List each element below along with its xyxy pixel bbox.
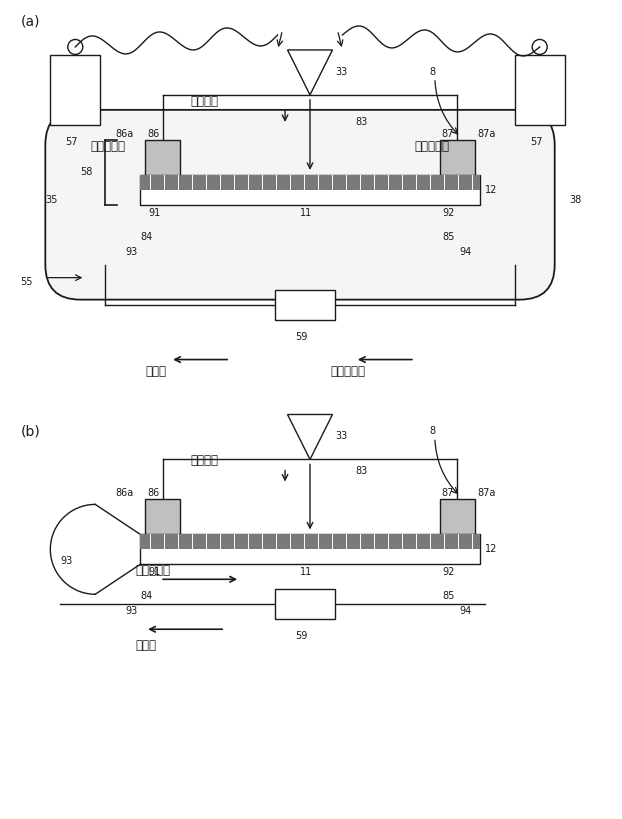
Text: 92: 92	[443, 208, 455, 218]
Polygon shape	[287, 414, 333, 459]
Text: 光変調出力: 光変調出力	[135, 564, 170, 577]
Bar	[140, 174, 480, 205]
Text: 93: 93	[125, 606, 137, 616]
Text: 55: 55	[21, 277, 33, 287]
Bar	[140, 534, 480, 550]
Bar	[275, 290, 335, 319]
FancyBboxPatch shape	[45, 110, 555, 300]
Text: 94: 94	[460, 606, 472, 616]
Text: 光変調出力: 光変調出力	[330, 364, 365, 378]
Circle shape	[68, 39, 83, 54]
Text: 11: 11	[300, 568, 312, 577]
Text: マイクロ波: マイクロ波	[90, 140, 125, 153]
Text: 変調信号: 変調信号	[190, 95, 218, 108]
Text: 92: 92	[443, 568, 455, 577]
Text: 38: 38	[570, 195, 582, 205]
Bar	[140, 174, 480, 190]
Text: 84: 84	[140, 591, 152, 601]
Text: 8: 8	[430, 427, 436, 437]
Text: 91: 91	[148, 208, 160, 218]
Text: 35: 35	[45, 195, 58, 205]
Text: 光入力: 光入力	[145, 364, 166, 378]
Bar	[140, 534, 480, 564]
Text: 変調信号: 変調信号	[190, 455, 218, 468]
Text: 84: 84	[140, 232, 152, 242]
Text: マイクロ波: マイクロ波	[415, 140, 450, 153]
Text: 93: 93	[125, 247, 137, 256]
Text: 57: 57	[530, 137, 542, 147]
Bar	[275, 590, 335, 619]
Text: 12: 12	[485, 545, 497, 554]
Text: 59: 59	[295, 332, 307, 342]
Text: 59: 59	[295, 631, 307, 641]
Text: (a): (a)	[21, 15, 40, 29]
Text: 87: 87	[442, 488, 454, 499]
Text: 86: 86	[147, 488, 159, 499]
Text: 86a: 86a	[115, 129, 134, 139]
Text: 光入力: 光入力	[135, 639, 156, 652]
Bar	[515, 55, 565, 124]
Text: 12: 12	[485, 185, 497, 195]
Text: 94: 94	[460, 247, 472, 256]
Bar	[440, 500, 475, 534]
Text: 87a: 87a	[478, 488, 496, 499]
Bar	[50, 55, 100, 124]
Text: 91: 91	[148, 568, 160, 577]
Text: 33: 33	[335, 67, 347, 77]
Text: 11: 11	[300, 208, 312, 218]
Bar	[440, 140, 475, 174]
Text: 86: 86	[147, 129, 159, 139]
Text: 85: 85	[443, 591, 455, 601]
Polygon shape	[287, 50, 333, 95]
Text: 85: 85	[443, 232, 455, 242]
Text: 33: 33	[335, 432, 347, 441]
Bar	[145, 140, 180, 174]
Text: 87: 87	[442, 129, 454, 139]
Bar	[145, 500, 180, 534]
Text: 93: 93	[60, 556, 73, 566]
Text: 83: 83	[355, 117, 367, 127]
Text: 87a: 87a	[478, 129, 496, 139]
Text: 83: 83	[355, 467, 367, 477]
Text: 86a: 86a	[115, 488, 134, 499]
Circle shape	[532, 39, 547, 54]
Text: 58: 58	[80, 167, 93, 177]
Text: 8: 8	[430, 67, 436, 77]
Text: 57: 57	[65, 137, 78, 147]
Text: (b): (b)	[21, 424, 40, 438]
